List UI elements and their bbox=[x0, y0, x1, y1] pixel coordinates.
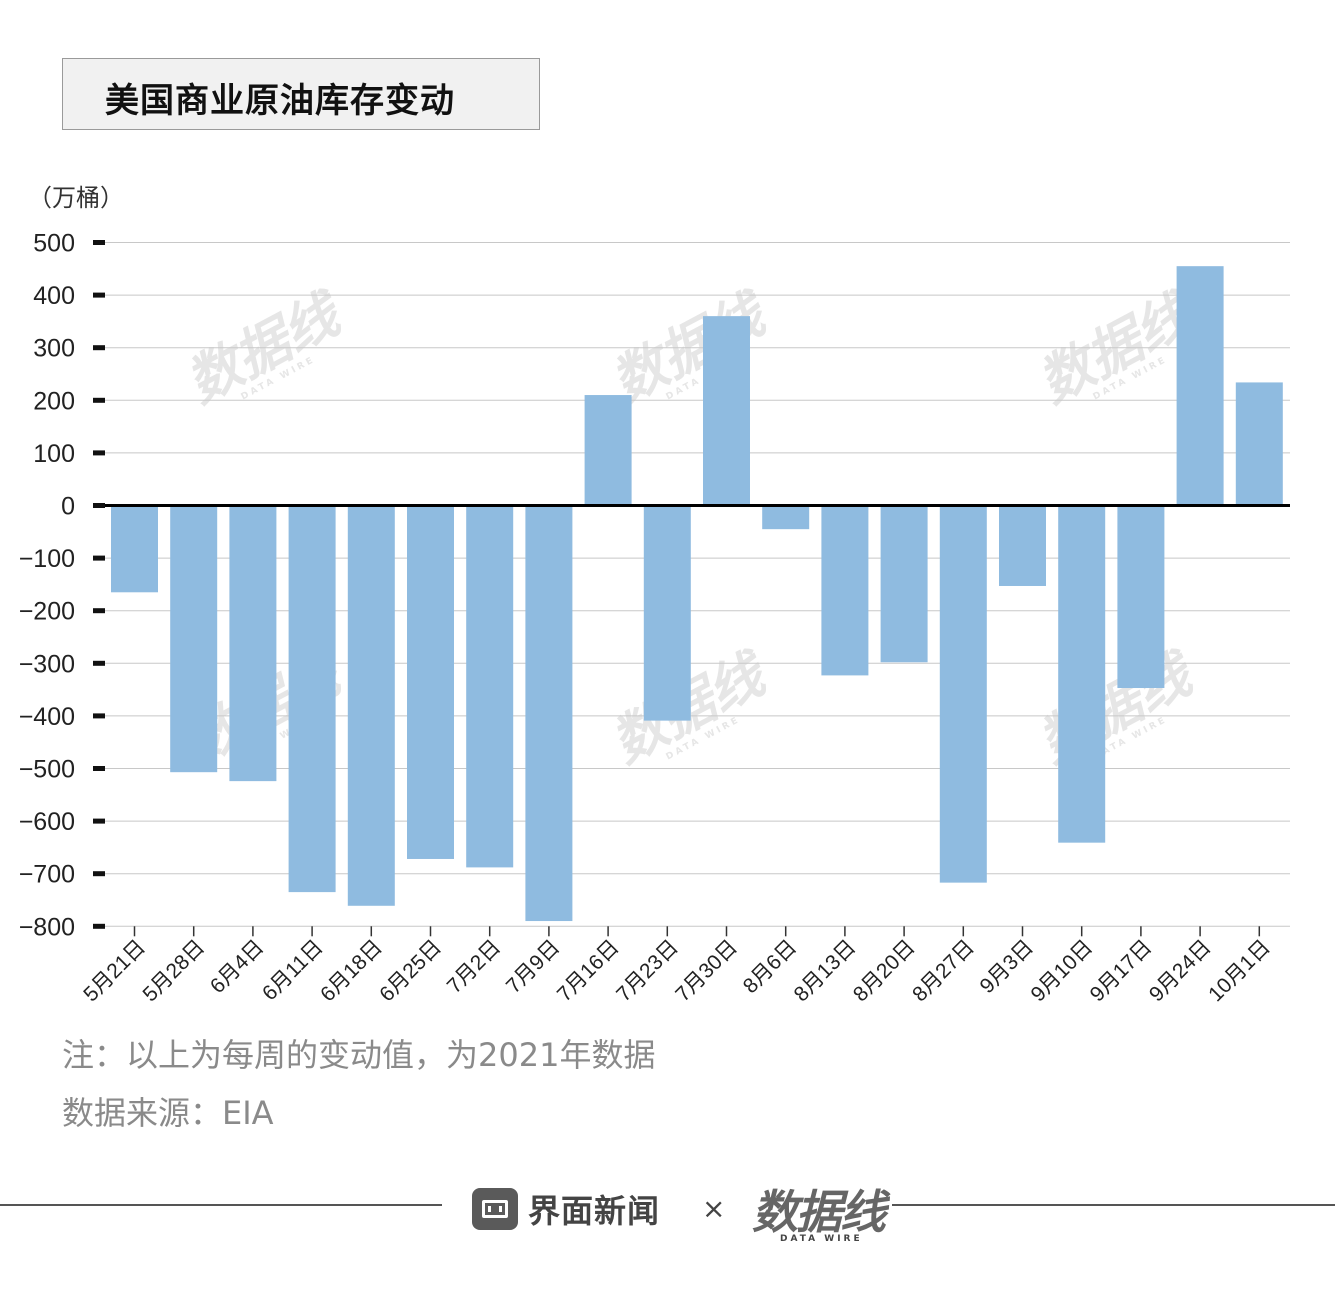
bar bbox=[347, 505, 395, 906]
footer-divider-right bbox=[892, 1204, 1335, 1206]
x-tick-label: 6月11日 bbox=[258, 936, 328, 1006]
y-tick-mark bbox=[93, 450, 105, 456]
y-tick-mark bbox=[93, 345, 105, 351]
bar bbox=[466, 505, 514, 868]
x-tick-label: 7月23日 bbox=[612, 936, 683, 1007]
y-tick-mark bbox=[93, 766, 105, 771]
y-tick-mark bbox=[93, 660, 105, 666]
bar bbox=[643, 505, 691, 721]
y-tick-mark bbox=[93, 503, 105, 508]
footer-divider-left bbox=[0, 1204, 442, 1206]
y-tick-label: −500 bbox=[19, 756, 75, 784]
bar-chart: 500 400 300 200 100 0 −100 −200 −300 −400 −500 −600… bbox=[19, 230, 1290, 1007]
bar bbox=[999, 505, 1046, 586]
bar bbox=[821, 505, 869, 676]
bar bbox=[525, 505, 573, 922]
bar bbox=[170, 505, 218, 773]
x-tick-label: 9月17日 bbox=[1086, 936, 1157, 1007]
x-tick-label: 10月1日 bbox=[1204, 936, 1275, 1007]
y-unit-label: （万桶） bbox=[28, 184, 124, 212]
x-tick-label: 7月30日 bbox=[671, 936, 742, 1007]
shujuxian-logo-en: DATA WIRE bbox=[780, 1234, 863, 1244]
y-tick-mark bbox=[93, 608, 105, 614]
x-tick-label: 9月24日 bbox=[1145, 936, 1216, 1007]
y-tick-mark bbox=[93, 713, 105, 719]
y-tick-label: −700 bbox=[19, 861, 75, 889]
y-tick-label: −100 bbox=[19, 545, 75, 573]
y-tick-mark bbox=[93, 397, 105, 403]
x-tick-label: 8月20日 bbox=[849, 936, 920, 1007]
y-tick-label: −600 bbox=[19, 808, 75, 836]
chart-title: 美国商业原油库存变动 bbox=[105, 81, 455, 121]
bar bbox=[288, 505, 336, 893]
bar bbox=[229, 505, 277, 782]
bar bbox=[111, 505, 158, 593]
jiemian-logo-icon bbox=[472, 1188, 518, 1230]
shujuxian-logo: 数据线 bbox=[752, 1185, 886, 1239]
y-tick-mark bbox=[93, 818, 105, 824]
y-tick-mark bbox=[93, 923, 105, 929]
bar bbox=[407, 505, 454, 859]
x-tick-label: 7月2日 bbox=[443, 936, 505, 998]
y-tick-mark bbox=[93, 292, 105, 298]
x-tick-label: 7月16日 bbox=[553, 936, 624, 1007]
bar bbox=[1176, 266, 1224, 506]
bar bbox=[703, 316, 750, 506]
y-tick-label: 500 bbox=[33, 230, 75, 258]
x-tick-label: 6月18日 bbox=[316, 936, 387, 1007]
bar bbox=[880, 505, 928, 663]
y-tick-label: −200 bbox=[19, 598, 75, 626]
bar bbox=[1235, 382, 1283, 506]
y-tick-label: 0 bbox=[61, 493, 75, 521]
y-tick-mark bbox=[93, 555, 105, 561]
x-tick-label: 5月21日 bbox=[79, 936, 150, 1007]
shujuxian-brand: 数据线 DATA WIRE bbox=[752, 1176, 886, 1244]
x-tick-label: 8月27日 bbox=[908, 936, 979, 1007]
x-tick-label: 9月10日 bbox=[1026, 936, 1097, 1007]
y-tick-label: 400 bbox=[33, 282, 75, 310]
jiemian-brand-name: 界面新闻 bbox=[528, 1192, 661, 1230]
y-tick-label: −800 bbox=[19, 913, 75, 941]
bar bbox=[1058, 505, 1106, 843]
y-tick-mark bbox=[93, 240, 105, 245]
bar bbox=[1117, 505, 1165, 689]
y-tick-label: −300 bbox=[19, 650, 75, 678]
y-tick-label: 300 bbox=[33, 335, 75, 363]
y-tick-label: 100 bbox=[33, 440, 75, 468]
x-tick-label: 6月25日 bbox=[375, 936, 446, 1007]
times-sign: × bbox=[702, 1192, 726, 1225]
bar bbox=[584, 395, 632, 506]
x-tick-label: 5月28日 bbox=[138, 936, 209, 1007]
x-tick-label: 8月13日 bbox=[790, 936, 861, 1007]
data-source-note: 数据来源：EIA bbox=[62, 1094, 274, 1132]
bar bbox=[762, 505, 810, 530]
y-tick-mark bbox=[93, 871, 105, 877]
y-tick-label: 200 bbox=[33, 387, 75, 415]
bar bbox=[939, 505, 987, 883]
chart-note: 注：以上为每周的变动值，为2021年数据 bbox=[62, 1036, 656, 1074]
jiemian-brand: 界面新闻 bbox=[472, 1186, 660, 1232]
y-tick-label: −400 bbox=[19, 703, 75, 731]
chart-title-box: 美国商业原油库存变动 bbox=[62, 58, 540, 130]
